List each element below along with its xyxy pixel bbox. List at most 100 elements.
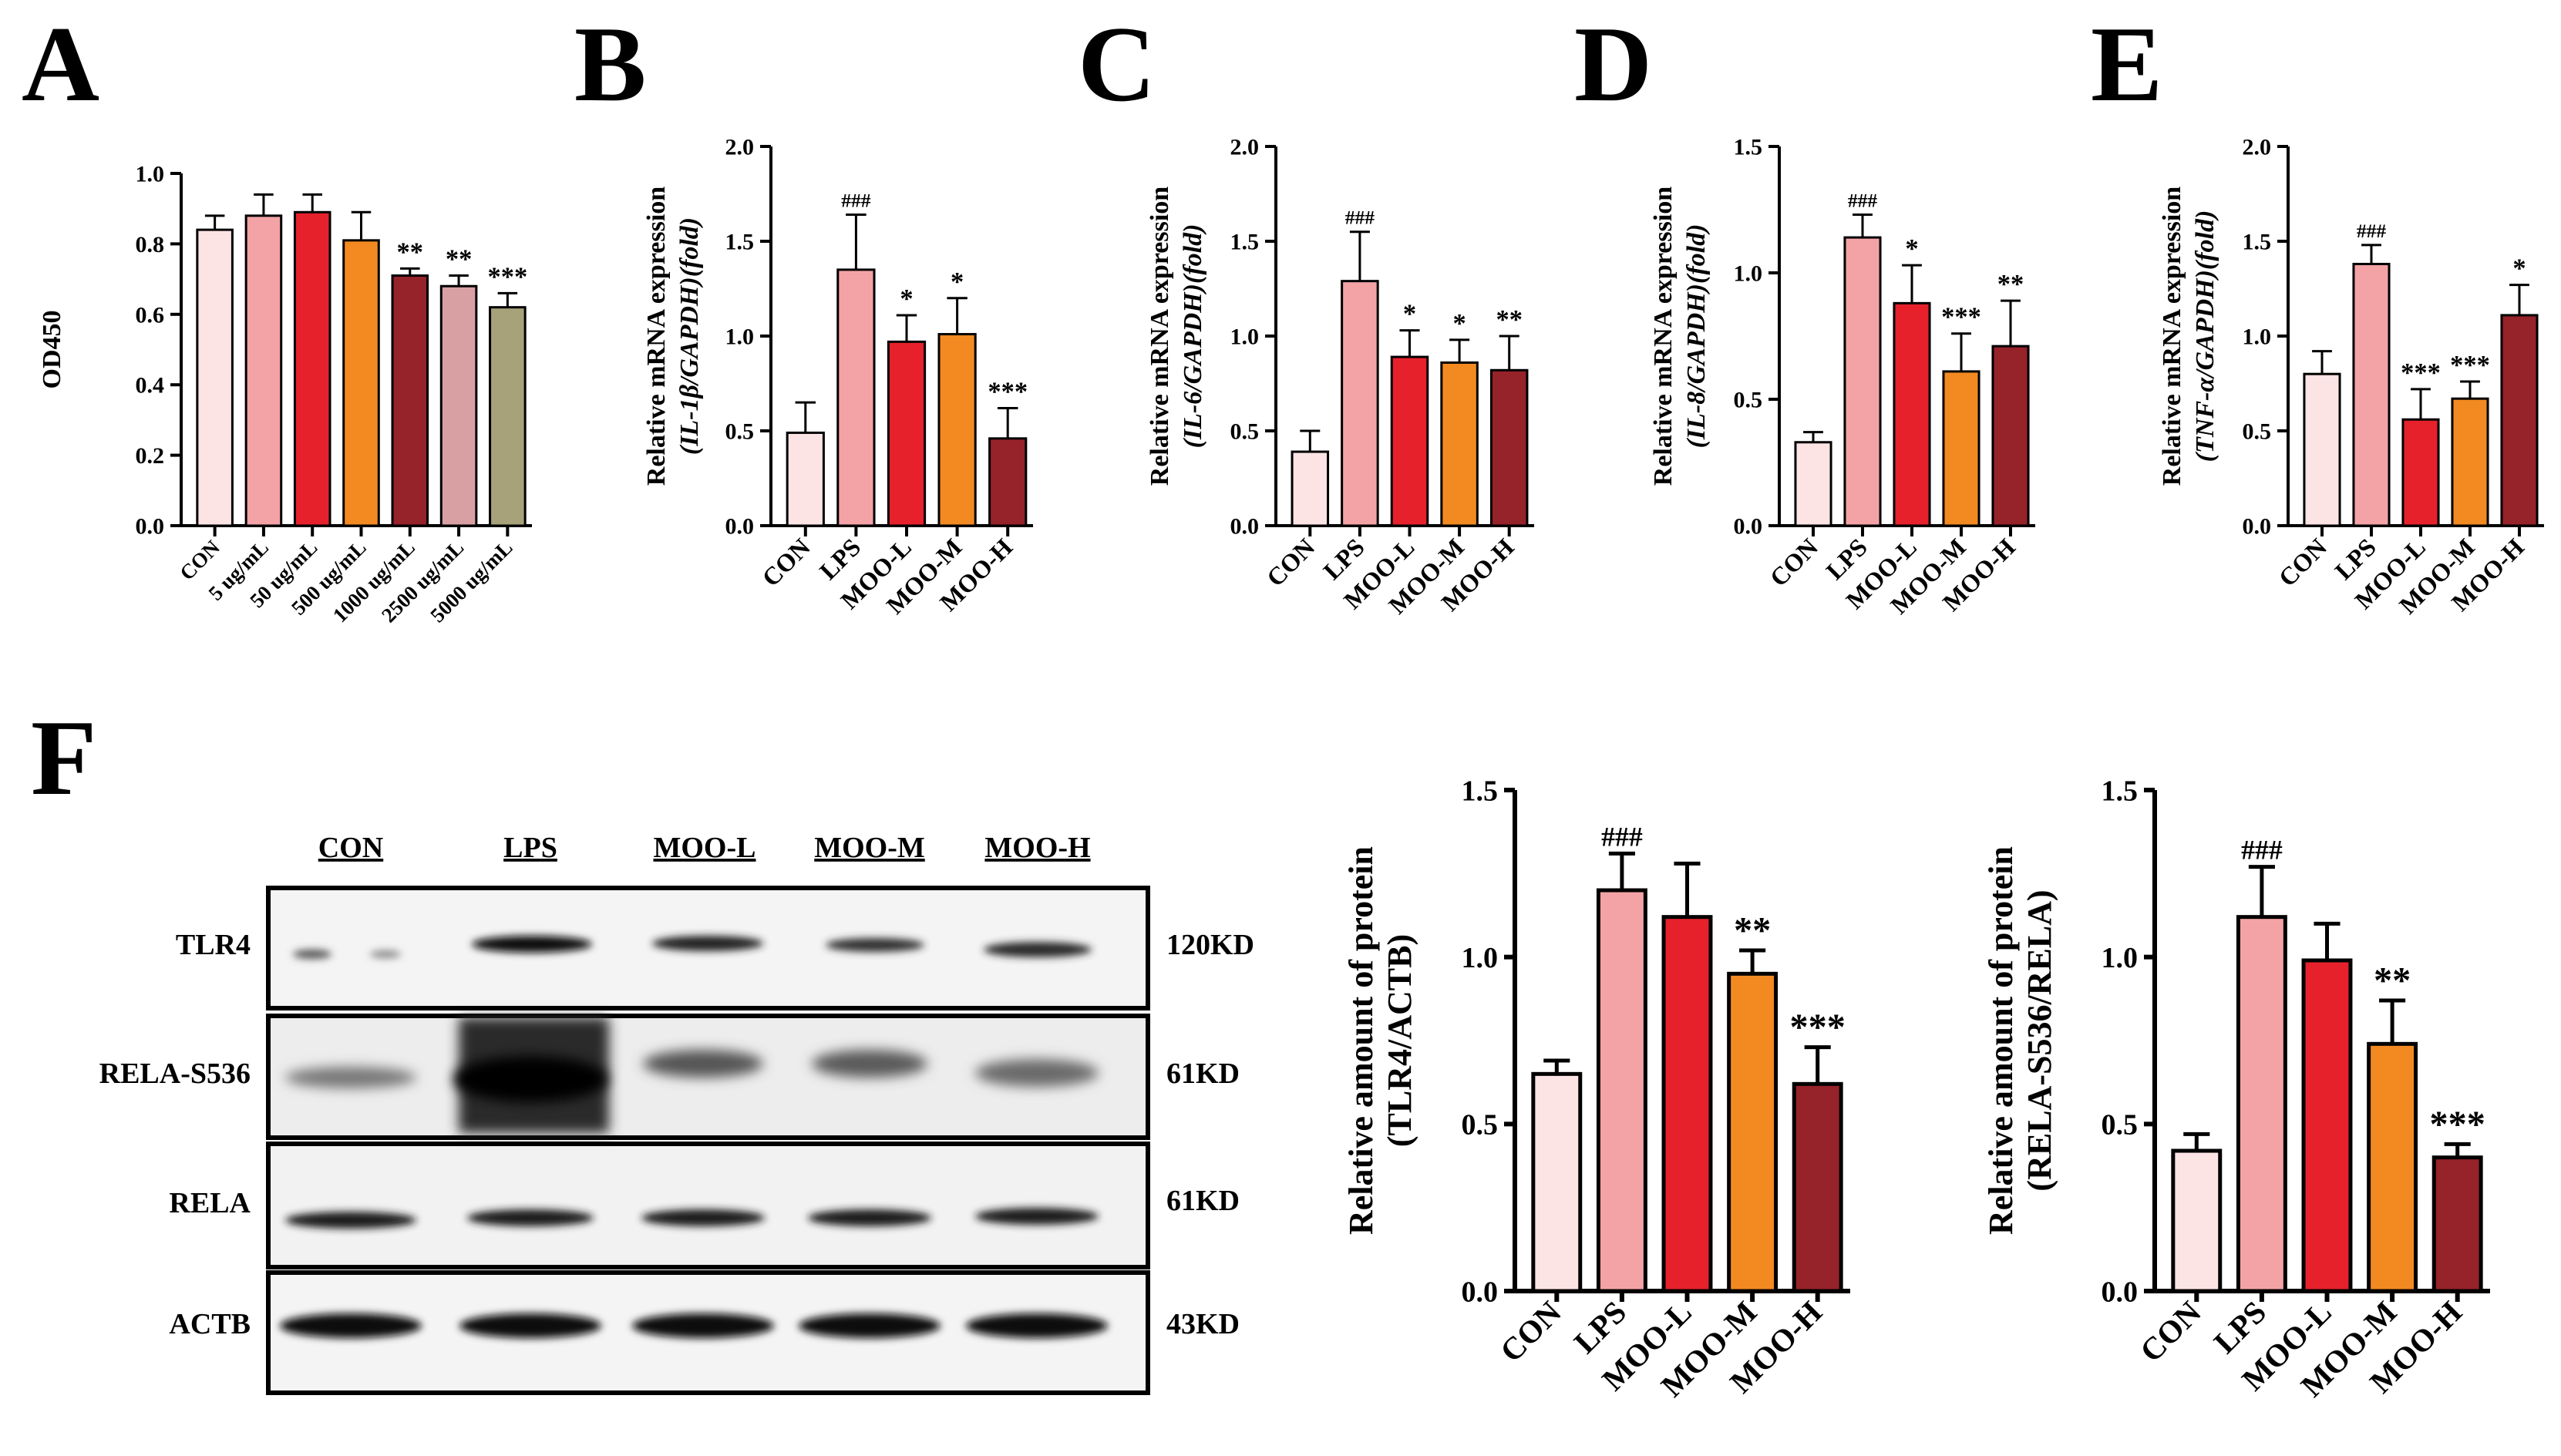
bar bbox=[342, 239, 380, 527]
blot-protein-label: TLR4 bbox=[176, 929, 251, 961]
y-tick-label: 0.0 bbox=[136, 514, 165, 540]
chart-e: 0.00.51.01.52.0CON###LPS***MOO-L***MOO-M… bbox=[2158, 135, 2544, 620]
blot-lane-label: MOO-H bbox=[984, 832, 1090, 864]
significance-star: *** bbox=[988, 377, 1028, 406]
bar bbox=[244, 214, 283, 527]
y-axis-label: Relative mRNA expression bbox=[2158, 187, 2186, 486]
blot-bands-rela bbox=[285, 1208, 1099, 1229]
significance-star: ** bbox=[2374, 960, 2411, 1001]
blot-bands-actb bbox=[280, 1313, 1108, 1338]
y-tick-label: 1.0 bbox=[1462, 942, 1499, 974]
x-category-label: CON bbox=[2133, 1294, 2208, 1369]
blot-band bbox=[632, 1313, 774, 1338]
significance-star: ** bbox=[1997, 270, 2024, 299]
bar bbox=[1727, 971, 1779, 1293]
y-tick-label: 0.0 bbox=[1734, 514, 1763, 540]
y-tick-label: 0.5 bbox=[2243, 419, 2272, 445]
significance-hash: ### bbox=[2241, 835, 2283, 866]
bar bbox=[293, 210, 331, 527]
y-tick-label: 0.0 bbox=[2243, 514, 2272, 540]
blot-lane-label: LPS bbox=[503, 832, 557, 864]
y-tick-label: 0.5 bbox=[1462, 1109, 1499, 1142]
y-axis-label: Relative mRNA expression bbox=[642, 187, 671, 486]
y-tick-label: 0.0 bbox=[1230, 514, 1260, 540]
blot-band bbox=[966, 1313, 1108, 1338]
significance-hash: ### bbox=[2357, 220, 2387, 242]
bar bbox=[1341, 280, 1379, 527]
y-tick-label: 1.5 bbox=[1734, 135, 1763, 160]
significance-hash: ### bbox=[1601, 821, 1643, 852]
significance-star: *** bbox=[1789, 1007, 1845, 1048]
y-axis-label: Relative mRNA expression bbox=[1649, 187, 1678, 486]
significance-star: *** bbox=[1941, 303, 1981, 332]
y-axis-label-secondary: (IL-8/GAPDH)(fold) bbox=[1682, 224, 1711, 449]
blot-band bbox=[826, 938, 924, 952]
bar bbox=[2236, 915, 2287, 1293]
y-tick-label: 0.2 bbox=[136, 443, 165, 469]
panel-letter-f: F bbox=[31, 698, 97, 818]
y-tick-label: 2.0 bbox=[1230, 135, 1260, 160]
blot-band bbox=[643, 1050, 763, 1078]
blot-band bbox=[812, 1050, 927, 1078]
blot-band bbox=[984, 942, 1092, 957]
bar bbox=[1942, 370, 1980, 527]
blot-band bbox=[280, 1313, 422, 1338]
significance-star: * bbox=[900, 284, 913, 314]
blot-band bbox=[293, 950, 331, 959]
blot-lane-label: MOO-M bbox=[814, 832, 925, 864]
significance-star: ** bbox=[397, 237, 424, 267]
significance-star: ** bbox=[1496, 305, 1523, 335]
y-axis-label: Relative amount of protein bbox=[1982, 846, 2020, 1235]
y-tick-label: 1.0 bbox=[2102, 942, 2139, 974]
blot-size-label: 61KD bbox=[1166, 1185, 1240, 1217]
panel-letter-b: B bbox=[574, 5, 646, 124]
panel-letter-d: D bbox=[1574, 5, 1652, 124]
bar bbox=[391, 274, 429, 527]
blot-band bbox=[467, 1209, 594, 1226]
blot-band bbox=[285, 1212, 416, 1229]
blot-panel-rela bbox=[266, 1142, 1150, 1269]
x-category-label: CON bbox=[1493, 1294, 1568, 1369]
significance-star: * bbox=[1403, 300, 1416, 329]
y-tick-label: 0.0 bbox=[725, 514, 755, 540]
chart-f-tlr4: 0.00.51.01.5CON###LPSMOO-L**MOO-M***MOO-… bbox=[1342, 775, 1850, 1404]
significance-star: * bbox=[1905, 234, 1918, 264]
bar bbox=[988, 437, 1028, 527]
y-tick-label: 0.0 bbox=[1462, 1276, 1499, 1308]
y-tick-label: 1.0 bbox=[1734, 261, 1763, 287]
blot-band bbox=[453, 1056, 607, 1102]
blot-band bbox=[808, 1209, 931, 1226]
bar bbox=[786, 431, 825, 527]
bar bbox=[1596, 888, 1647, 1293]
chart-d: 0.00.51.01.5CON###LPS*MOO-L***MOO-M**MOO… bbox=[1649, 135, 2035, 620]
blot-band bbox=[799, 1313, 941, 1338]
panel-letter-c: C bbox=[1078, 5, 1156, 124]
blot-protein-label: RELA-S536 bbox=[99, 1058, 251, 1090]
x-category-label: CON bbox=[1262, 533, 1321, 592]
bar bbox=[1440, 361, 1479, 527]
x-category-label: CON bbox=[1765, 533, 1823, 592]
blot-band bbox=[975, 1059, 1099, 1087]
blot-lane-label: MOO-L bbox=[654, 832, 756, 864]
chart-f-rela: 0.00.51.01.5CON###LPSMOO-L**MOO-M***MOO-… bbox=[1982, 775, 2490, 1404]
significance-star: ** bbox=[446, 245, 473, 274]
y-tick-label: 2.0 bbox=[2243, 135, 2272, 160]
y-tick-label: 1.0 bbox=[2243, 324, 2272, 350]
bar bbox=[937, 333, 977, 527]
bar bbox=[1531, 1071, 1583, 1293]
bar bbox=[1291, 450, 1330, 527]
y-axis-label-secondary: (TLR4/ACTB) bbox=[1381, 934, 1418, 1147]
bar bbox=[2352, 263, 2391, 527]
bar bbox=[439, 284, 478, 527]
y-tick-label: 1.5 bbox=[725, 230, 755, 255]
bar bbox=[1489, 368, 1529, 527]
blot-size-label: 43KD bbox=[1166, 1308, 1240, 1340]
blot-row-labels: TLR4 RELA-S536 RELA ACTB 120KD 61KD 61KD… bbox=[99, 929, 1254, 1340]
bar bbox=[1843, 236, 1882, 527]
y-tick-label: 1.5 bbox=[2102, 775, 2139, 807]
blot-bands-rela-s536 bbox=[285, 1017, 1099, 1133]
panel-letter-e: E bbox=[2091, 5, 2162, 124]
y-tick-label: 0.5 bbox=[725, 419, 755, 445]
blot-size-label: 61KD bbox=[1166, 1058, 1240, 1090]
